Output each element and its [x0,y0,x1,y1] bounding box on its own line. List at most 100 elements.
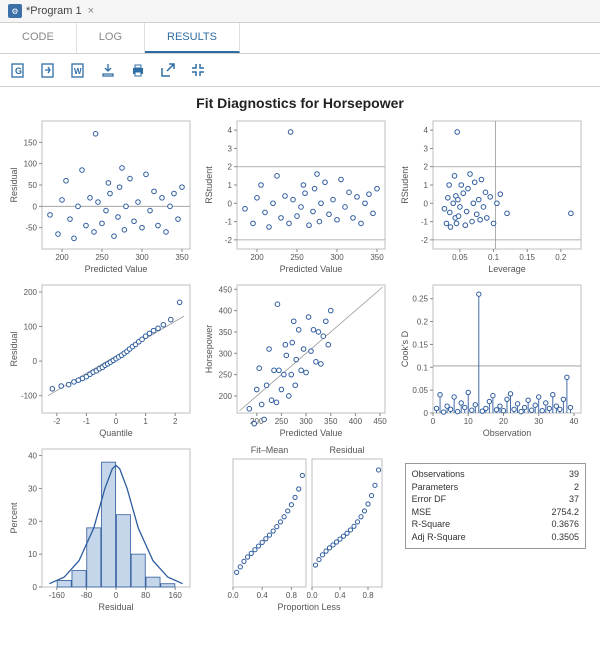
svg-text:0.05: 0.05 [452,253,468,262]
stats-row: Adj R-Square0.3505 [412,531,579,544]
svg-text:0.15: 0.15 [519,253,535,262]
svg-text:0.0: 0.0 [307,591,319,600]
panel-observed-vs-predicted: 200250300350400450200250300350400450Pred… [203,279,396,441]
stats-row: Parameters2 [412,481,579,494]
svg-text:0.4: 0.4 [335,591,347,600]
svg-text:100: 100 [24,323,38,332]
svg-text:Observation: Observation [482,428,531,438]
svg-text:80: 80 [141,591,150,600]
results-toolbar: G W [0,54,600,87]
svg-text:0.2: 0.2 [555,253,567,262]
svg-text:-2: -2 [53,417,61,426]
svg-text:1: 1 [143,417,148,426]
svg-text:0.8: 0.8 [363,591,375,600]
panel-histogram: -160-80080160010203040ResidualPercent [8,443,201,615]
svg-text:0.4: 0.4 [257,591,269,600]
panel-fit-mean-residual: Fit–Mean Residual 0.0 0.0 0.4 0.4 0.8 0.8 Propor… [203,443,396,615]
svg-text:0.15: 0.15 [412,340,428,349]
svg-text:0.1: 0.1 [417,363,429,372]
export-icon[interactable] [40,62,56,78]
collapse-icon[interactable] [190,62,206,78]
diagnostics-grid: 200250300350-50050100150Predicted ValueR… [8,115,592,615]
stats-table: Observations39Parameters2Error DF37MSE27… [405,463,586,549]
svg-text:G: G [15,66,22,76]
svg-text:30: 30 [28,484,37,493]
svg-text:Proportion Less: Proportion Less [278,602,342,612]
svg-text:W: W [74,67,82,76]
svg-text:400: 400 [219,307,233,316]
svg-text:Fit–Mean: Fit–Mean [251,445,289,455]
tab-results[interactable]: RESULTS [145,23,240,53]
svg-text:450: 450 [219,285,233,294]
program-tab[interactable]: ⚙ *Program 1 × [0,0,600,23]
svg-text:50: 50 [28,181,37,190]
svg-text:RStudent: RStudent [400,166,410,204]
print-icon[interactable] [130,62,146,78]
svg-text:300: 300 [331,253,345,262]
svg-text:300: 300 [219,349,233,358]
panel-rstudent-vs-predicted: 200250300350-2-101234Predicted ValueRStu… [203,115,396,277]
svg-text:Residual: Residual [9,331,19,366]
panel-residual-vs-predicted: 200250300350-50050100150Predicted ValueR… [8,115,201,277]
svg-text:200: 200 [55,253,69,262]
svg-text:-100: -100 [21,392,38,401]
svg-text:100: 100 [24,160,38,169]
svg-text:350: 350 [371,253,385,262]
close-icon[interactable]: × [88,5,94,17]
svg-text:350: 350 [175,253,189,262]
panel-cooksd: 01020304000.050.10.150.20.25ObservationC… [399,279,592,441]
svg-text:30: 30 [534,417,543,426]
svg-text:3: 3 [228,144,233,153]
svg-text:RStudent: RStudent [204,166,214,204]
svg-text:-1: -1 [421,218,429,227]
svg-text:10: 10 [28,550,37,559]
svg-text:Leverage: Leverage [488,264,526,274]
tab-code[interactable]: CODE [0,23,77,53]
stats-row: Observations39 [412,468,579,481]
svg-text:0.25: 0.25 [412,295,428,304]
svg-text:-80: -80 [81,591,93,600]
svg-text:350: 350 [324,417,338,426]
svg-text:40: 40 [28,452,37,461]
results-pane: Fit Diagnostics for Horsepower 200250300… [0,87,600,623]
svg-text:0.0: 0.0 [228,591,240,600]
svg-text:200: 200 [24,288,38,297]
popout-icon[interactable] [160,62,176,78]
svg-text:Predicted Value: Predicted Value [85,264,148,274]
svg-text:-50: -50 [25,224,37,233]
svg-text:2: 2 [423,163,428,172]
svg-text:Quantile: Quantile [99,428,133,438]
word-icon[interactable]: W [70,62,86,78]
svg-text:0: 0 [423,199,428,208]
svg-text:1: 1 [228,181,233,190]
stats-row: Error DF37 [412,493,579,506]
svg-text:-1: -1 [83,417,91,426]
svg-text:-2: -2 [421,236,429,245]
svg-text:Residual: Residual [98,602,133,612]
stats-row: MSE2754.2 [412,506,579,519]
svg-text:-2: -2 [225,236,233,245]
refresh-icon[interactable]: G [10,62,26,78]
svg-text:Residual: Residual [330,445,365,455]
panel-rstudent-vs-leverage: 0.050.10.150.2-2-101234LeverageRStudent [399,115,592,277]
svg-text:450: 450 [374,417,388,426]
panel-stats: Observations39Parameters2Error DF37MSE27… [399,443,592,615]
svg-text:250: 250 [219,371,233,380]
svg-text:300: 300 [135,253,149,262]
svg-text:0: 0 [33,202,38,211]
svg-text:-1: -1 [225,218,233,227]
svg-text:0: 0 [423,409,428,418]
svg-text:-160: -160 [49,591,66,600]
svg-text:400: 400 [349,417,363,426]
svg-text:0: 0 [228,199,233,208]
svg-text:0.05: 0.05 [412,386,428,395]
svg-text:0.8: 0.8 [286,591,298,600]
tab-log[interactable]: LOG [77,23,145,53]
svg-text:Cook's D: Cook's D [400,330,410,367]
svg-text:Predicted Value: Predicted Value [280,264,343,274]
panel-qq: -2-1012-1000100200QuantileResidual [8,279,201,441]
svg-text:0.1: 0.1 [488,253,500,262]
svg-text:0: 0 [33,357,38,366]
download-icon[interactable] [100,62,116,78]
svg-text:0: 0 [114,417,119,426]
